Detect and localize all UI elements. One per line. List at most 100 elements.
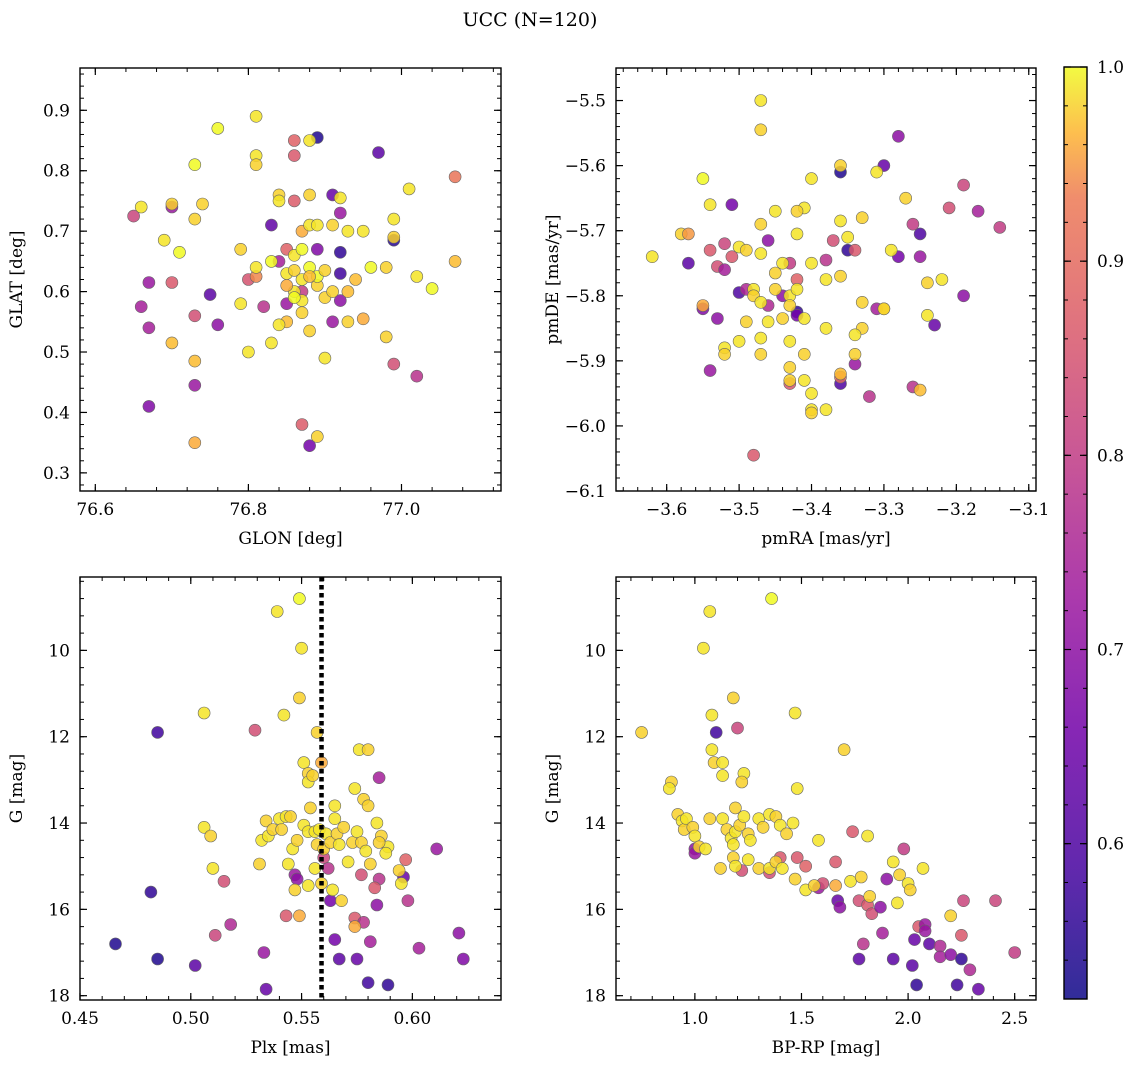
scatter-point <box>165 336 179 350</box>
scatter-point <box>776 256 789 270</box>
scatter-point <box>364 261 378 274</box>
scatter-point <box>891 896 904 910</box>
scatter-point <box>306 769 320 782</box>
scatter-point <box>425 282 439 295</box>
scatter-point <box>333 267 347 280</box>
scatter-point <box>705 708 719 722</box>
scatter-point <box>410 270 424 283</box>
scatter-point <box>768 266 782 280</box>
axes-frame <box>79 576 502 1001</box>
scatter-point <box>754 331 768 345</box>
scatter-point <box>303 270 316 283</box>
axes-frame <box>79 67 502 492</box>
scatter-point <box>848 328 862 342</box>
scatter-point <box>921 276 934 290</box>
x-tick-label: 2.5 <box>1001 1009 1028 1029</box>
scatter-point <box>739 243 753 257</box>
scatter-point <box>711 312 724 325</box>
scatter-point <box>295 418 309 431</box>
y-tick-label: 18 <box>584 987 606 1007</box>
scatter-point <box>387 212 401 226</box>
scatter-point <box>387 230 401 244</box>
scatter-point <box>295 641 308 655</box>
scatter-point <box>188 212 202 226</box>
scatter-point <box>394 877 408 890</box>
scatter-point <box>370 898 384 912</box>
scatter-point <box>293 592 306 605</box>
scatter-point <box>729 801 742 815</box>
scatter-point <box>249 261 263 274</box>
scatter-point <box>280 279 294 292</box>
scatter-point <box>848 347 862 361</box>
scatter-point <box>249 158 263 171</box>
y-axis-label: G [mag] <box>543 754 563 823</box>
scatter-point <box>776 312 789 325</box>
scatter-point <box>318 264 332 277</box>
x-tick-label: −3.2 <box>936 500 977 520</box>
scatter-point <box>303 134 316 147</box>
scatter-point <box>333 206 347 220</box>
scatter-point <box>348 782 362 795</box>
scatter-point <box>151 726 164 739</box>
scatter-point <box>989 894 1002 908</box>
scatter-point <box>381 978 395 992</box>
scatter-point <box>756 820 770 834</box>
scatter-point <box>918 924 932 938</box>
y-tick-label: 10 <box>48 641 70 661</box>
x-tick-label: 1.0 <box>681 1009 708 1029</box>
scatter-point <box>303 324 316 338</box>
scatter-point <box>921 308 934 322</box>
scatter-point <box>950 978 964 992</box>
scatter-point <box>957 289 970 303</box>
scatter-point <box>456 952 470 966</box>
scatter-point <box>834 214 847 228</box>
scatter-point <box>361 743 375 757</box>
scatter-point <box>933 950 947 964</box>
scatter-point <box>944 948 958 962</box>
scatter-point <box>899 191 913 205</box>
scatter-point <box>211 122 225 135</box>
scatter-point <box>341 285 355 298</box>
scatter-point <box>332 838 346 851</box>
scatter-point <box>142 276 156 289</box>
scatter-point <box>834 269 847 283</box>
scatter-point <box>718 263 731 277</box>
scatter-point <box>142 400 156 413</box>
scatter-point <box>287 134 301 147</box>
x-tick-label: 0.50 <box>172 1009 210 1029</box>
scatter-point <box>884 243 898 257</box>
scatter-point <box>303 188 316 202</box>
scatter-point <box>752 862 766 875</box>
scatter-point <box>682 256 695 270</box>
scatter-point <box>217 874 231 888</box>
scatter-point <box>361 976 375 990</box>
scatter-point <box>372 771 386 785</box>
scatter-point <box>797 347 811 361</box>
scatter-point <box>324 894 337 908</box>
scatter-point <box>134 200 148 214</box>
scatter-point <box>819 321 833 335</box>
scatter-point <box>743 833 757 847</box>
scatter-point <box>754 123 768 137</box>
x-tick-label: −3.1 <box>1008 500 1049 520</box>
scatter-point <box>333 246 347 259</box>
scatter-point <box>173 246 186 259</box>
scatter-point <box>855 211 869 224</box>
scatter-point <box>797 312 811 325</box>
x-axis-label: pmRA [mas/yr] <box>761 529 890 549</box>
scatter-point <box>737 810 751 823</box>
scatter-point <box>372 836 386 849</box>
scatter-point <box>279 909 293 923</box>
scatter-point <box>259 982 273 996</box>
scatter-point <box>697 641 710 655</box>
scatter-point <box>844 874 857 888</box>
scatter-point <box>775 862 789 875</box>
scatter-point <box>993 221 1007 234</box>
scatter-point <box>277 708 291 722</box>
scatter-point <box>790 282 804 296</box>
scatter-point <box>797 374 811 387</box>
scatter-point <box>729 859 742 873</box>
scatter-point <box>855 295 869 309</box>
scatter-point <box>963 963 977 977</box>
scatter-point <box>893 868 906 882</box>
